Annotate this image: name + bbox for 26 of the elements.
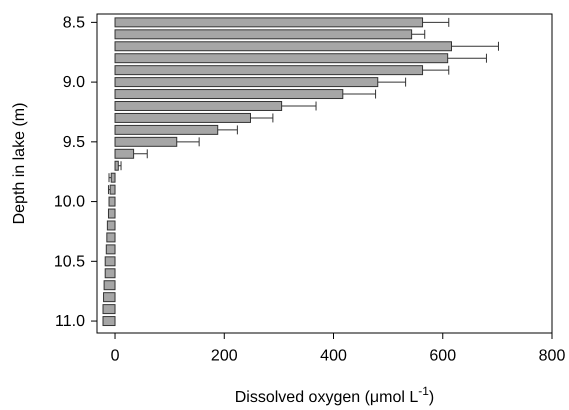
y-tick-label: 11.0	[55, 313, 86, 330]
bar	[102, 316, 116, 326]
x-axis-title: Dissolved oxygen (μmol L$^{-1}$)	[234, 384, 434, 406]
bar	[108, 208, 116, 219]
x-tick-label: 0	[110, 347, 120, 364]
y-tick-label: 9.0	[62, 74, 86, 92]
y-tick-label: 10.0	[54, 194, 86, 211]
y-tick-label: 9.5	[62, 134, 86, 151]
bar	[106, 232, 116, 242]
x-tick-label: 200	[210, 347, 238, 364]
x-tick-label: 400	[320, 347, 347, 364]
bar	[110, 184, 116, 195]
bar	[103, 292, 116, 302]
x-tick-label: 800	[538, 347, 566, 364]
bar	[106, 220, 116, 230]
bar	[102, 304, 116, 314]
x-tick-label: 600	[429, 347, 456, 364]
y-axis-title: Depth in lake (m)	[11, 102, 28, 224]
y-tick-label: 10.5	[54, 253, 86, 270]
bar	[108, 196, 116, 207]
bar	[104, 280, 116, 290]
y-tick-label: 8.5	[62, 14, 86, 32]
bar	[104, 268, 116, 278]
bar	[106, 244, 116, 254]
bar	[104, 256, 116, 266]
bar	[114, 160, 119, 171]
